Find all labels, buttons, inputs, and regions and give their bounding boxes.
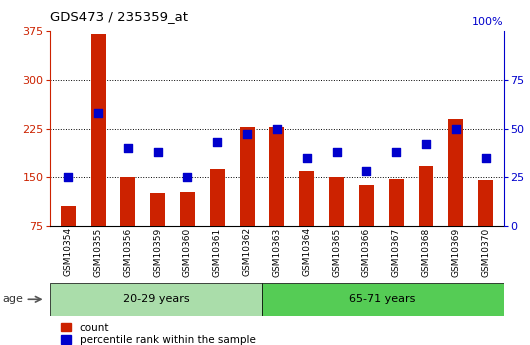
- FancyBboxPatch shape: [50, 283, 262, 316]
- Bar: [210, 169, 225, 226]
- Bar: [180, 191, 195, 226]
- Bar: [299, 171, 314, 226]
- Bar: [359, 185, 374, 226]
- Bar: [419, 166, 434, 226]
- Point: [183, 175, 192, 180]
- Bar: [240, 127, 254, 226]
- Bar: [120, 177, 135, 226]
- Point: [154, 149, 162, 155]
- Point: [481, 155, 490, 160]
- Point: [94, 110, 102, 116]
- Point: [303, 155, 311, 160]
- Point: [272, 126, 281, 131]
- Point: [64, 175, 73, 180]
- Bar: [448, 119, 463, 226]
- Point: [213, 139, 222, 145]
- Bar: [478, 180, 493, 226]
- Text: 65-71 years: 65-71 years: [349, 294, 416, 304]
- Text: age: age: [3, 294, 23, 304]
- Bar: [91, 34, 105, 226]
- Text: GDS473 / 235359_at: GDS473 / 235359_at: [50, 10, 188, 23]
- Legend: count, percentile rank within the sample: count, percentile rank within the sample: [61, 323, 255, 345]
- Point: [123, 145, 132, 151]
- Point: [243, 131, 251, 137]
- Bar: [329, 177, 344, 226]
- Text: 100%: 100%: [472, 17, 503, 27]
- Bar: [61, 206, 76, 226]
- FancyBboxPatch shape: [262, 283, 504, 316]
- Point: [392, 149, 401, 155]
- Bar: [150, 194, 165, 226]
- Text: 20-29 years: 20-29 years: [123, 294, 189, 304]
- Point: [422, 141, 430, 147]
- Bar: [269, 127, 285, 226]
- Point: [332, 149, 341, 155]
- Point: [362, 169, 370, 174]
- Bar: [388, 179, 404, 226]
- Point: [452, 126, 460, 131]
